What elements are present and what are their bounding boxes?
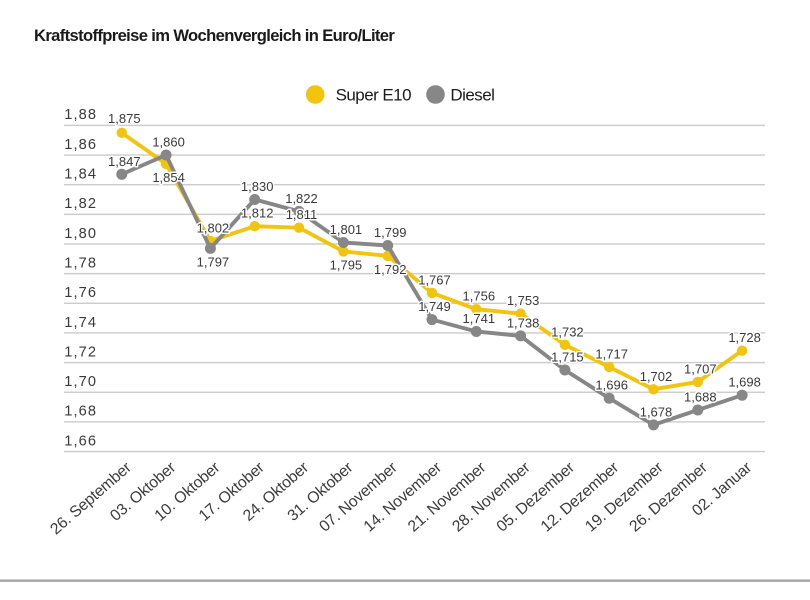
svg-text:1,875: 1,875 <box>108 111 141 126</box>
svg-text:1,741: 1,741 <box>463 311 496 326</box>
svg-text:1,860: 1,860 <box>152 135 185 150</box>
svg-text:1,756: 1,756 <box>463 289 496 304</box>
svg-text:1,732: 1,732 <box>551 324 584 339</box>
svg-text:Diesel: Diesel <box>450 86 494 105</box>
svg-text:1,74: 1,74 <box>64 315 97 331</box>
svg-text:1,702: 1,702 <box>640 369 673 384</box>
svg-text:1,797: 1,797 <box>197 254 230 269</box>
svg-text:1,753: 1,753 <box>507 293 540 308</box>
svg-text:Kraftstoffpreise im Wochenverg: Kraftstoffpreise im Wochenvergleich in E… <box>34 26 395 45</box>
svg-text:1,715: 1,715 <box>551 350 584 365</box>
svg-text:Super E10: Super E10 <box>336 86 411 105</box>
svg-text:1,707: 1,707 <box>684 361 717 376</box>
svg-text:1,811: 1,811 <box>286 207 318 222</box>
svg-text:1,70: 1,70 <box>64 374 97 390</box>
svg-text:1,688: 1,688 <box>684 390 717 405</box>
svg-text:1,792: 1,792 <box>374 262 407 277</box>
svg-text:1,66: 1,66 <box>64 433 97 449</box>
svg-text:1,812: 1,812 <box>241 206 274 221</box>
svg-text:1,801: 1,801 <box>330 222 363 237</box>
svg-text:1,847: 1,847 <box>108 154 141 169</box>
svg-text:1,678: 1,678 <box>640 404 673 419</box>
svg-text:1,698: 1,698 <box>728 375 761 390</box>
svg-text:1,795: 1,795 <box>330 257 363 272</box>
svg-text:1,68: 1,68 <box>64 404 97 420</box>
svg-text:1,78: 1,78 <box>64 255 97 271</box>
svg-text:1,72: 1,72 <box>64 344 97 360</box>
svg-text:1,86: 1,86 <box>64 137 97 153</box>
svg-text:1,822: 1,822 <box>285 191 318 206</box>
svg-text:1,749: 1,749 <box>418 299 451 314</box>
svg-text:1,802: 1,802 <box>197 221 230 236</box>
svg-text:1,799: 1,799 <box>374 225 407 240</box>
svg-text:1,696: 1,696 <box>595 378 628 393</box>
svg-text:1,854: 1,854 <box>152 170 185 185</box>
svg-text:1,82: 1,82 <box>64 196 97 212</box>
svg-text:1,767: 1,767 <box>418 272 451 287</box>
svg-text:1,84: 1,84 <box>64 167 97 183</box>
svg-text:1,80: 1,80 <box>64 226 97 242</box>
svg-text:1,76: 1,76 <box>64 285 97 301</box>
svg-text:1,738: 1,738 <box>507 315 540 330</box>
svg-text:1,88: 1,88 <box>64 107 97 123</box>
svg-text:1,728: 1,728 <box>728 330 761 345</box>
svg-text:1,830: 1,830 <box>241 179 274 194</box>
svg-text:1,717: 1,717 <box>595 347 628 362</box>
